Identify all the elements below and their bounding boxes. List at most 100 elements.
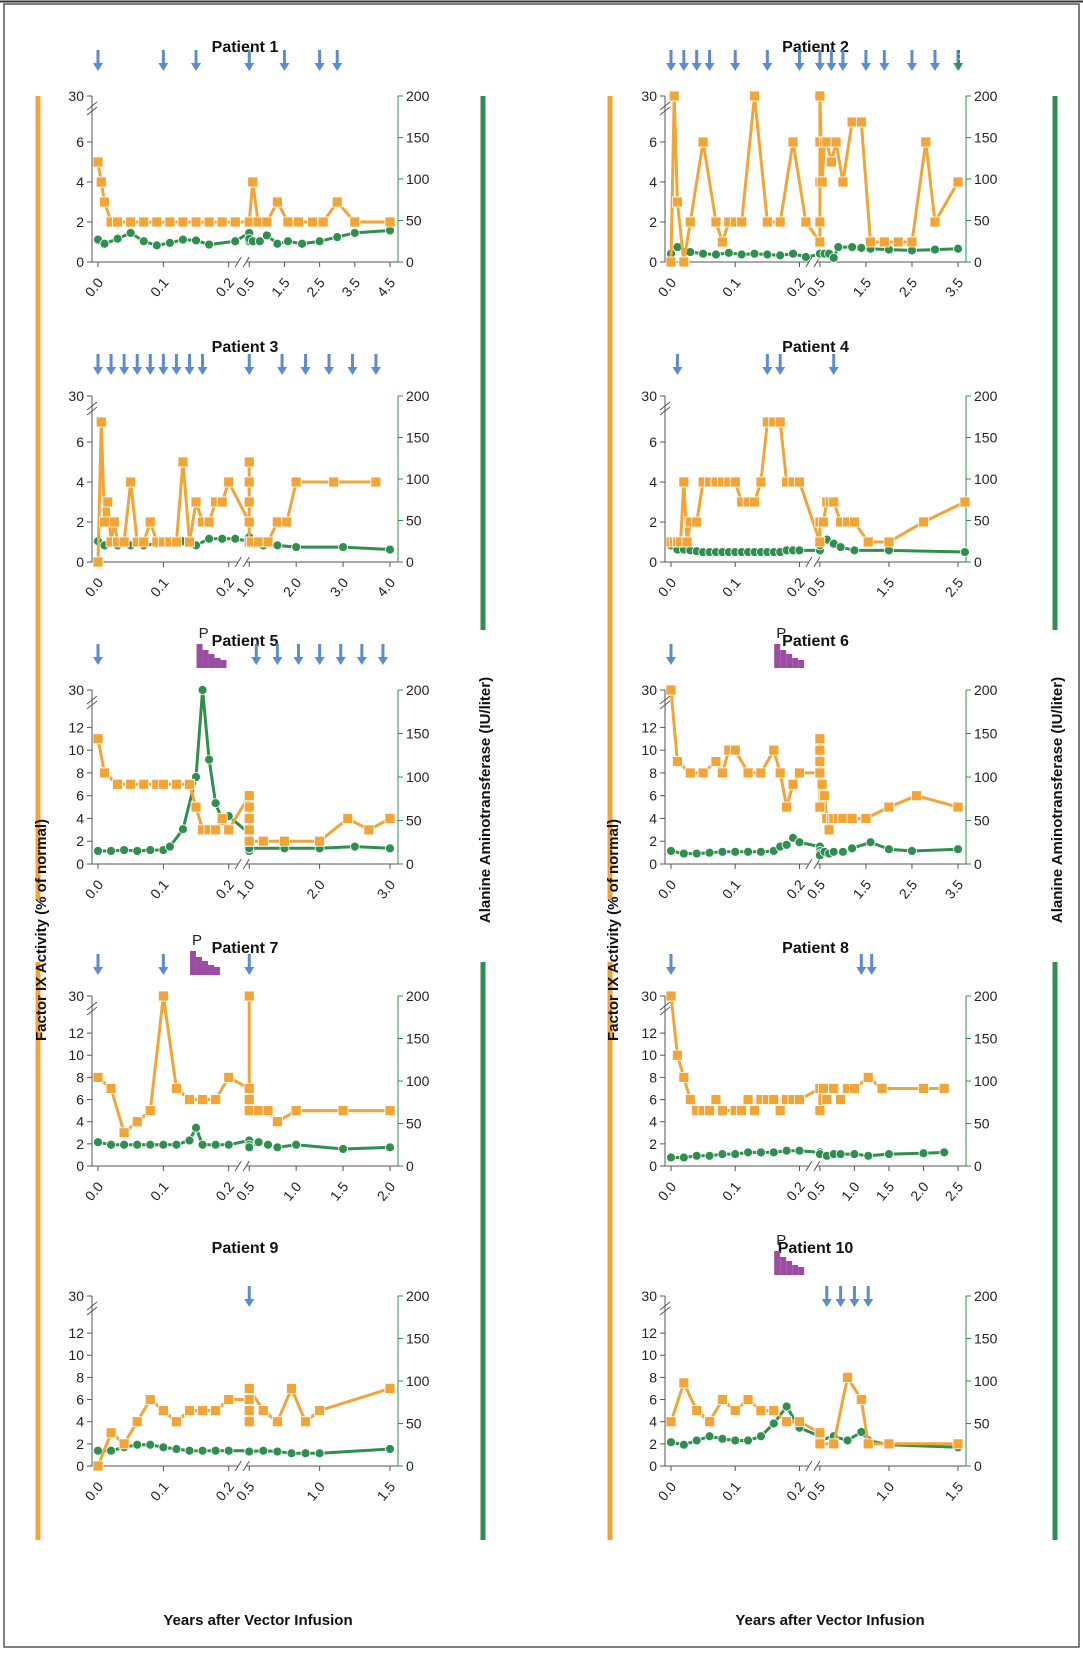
y-left-tick-label: 8 [76, 1069, 84, 1085]
y-left-tick-label: 30 [641, 682, 657, 698]
y-left-tick-label: 4 [76, 474, 84, 490]
factor-point [99, 767, 110, 779]
factor-point [781, 801, 793, 813]
x-tick-label: 0.2 [212, 574, 237, 599]
alt-point [743, 1147, 753, 1158]
alt-point [191, 1122, 201, 1133]
factor-point [842, 1371, 853, 1383]
factor-point [774, 767, 786, 779]
x-break-mark [805, 256, 813, 268]
infusion-arrow-head [106, 367, 117, 375]
infusion-arrow-head [279, 63, 290, 71]
factor-point [290, 476, 302, 488]
alt-point [283, 236, 293, 247]
x-tick-label: 0.0 [655, 1478, 680, 1503]
prednisolone-bar [208, 965, 215, 975]
y-right-tick-label: 150 [974, 1331, 998, 1347]
y-break-mark [659, 406, 671, 416]
x-tick-label: 3.5 [338, 274, 363, 299]
x-break-mark [242, 556, 250, 568]
y-right-tick-label: 0 [974, 1458, 982, 1474]
infusion-arrow-head [377, 657, 388, 665]
infusion-arrow-head [691, 63, 702, 71]
alt-point [743, 1435, 753, 1446]
y-right-tick-label: 50 [974, 213, 990, 229]
factor-point [144, 1394, 156, 1405]
alt-point [132, 1439, 143, 1450]
x-tick-label: 1.0 [233, 574, 258, 599]
infusion-arrow-head [293, 657, 304, 665]
x-tick-label: 1.5 [872, 1178, 897, 1203]
alt-point [286, 1448, 297, 1459]
y-left-tick-label: 4 [649, 1414, 657, 1430]
factor-point [716, 1105, 728, 1117]
panel-title: Patient 6 [782, 633, 849, 650]
factor-point [138, 536, 150, 548]
factor-point [814, 801, 826, 813]
x-tick-label: 1.5 [327, 1178, 352, 1203]
infusion-arrow-head [277, 367, 288, 375]
factor-point [190, 496, 202, 508]
y-left-tick-label: 2 [76, 1436, 84, 1452]
y-left-tick-label: 10 [68, 742, 84, 758]
factor-point [282, 216, 294, 228]
factor-point [363, 824, 375, 836]
y-right-tick-label: 100 [974, 769, 998, 785]
factor-point [823, 824, 835, 836]
infusion-arrow-head [314, 657, 325, 665]
x-tick-label: 0.1 [147, 1178, 172, 1203]
factor-point [835, 1094, 847, 1105]
y-left-tick-label: 0 [649, 554, 657, 570]
factor-point [814, 733, 826, 745]
alt-point [794, 837, 805, 848]
y-right-tick-label: 150 [406, 1331, 430, 1347]
factor-point [95, 176, 107, 188]
y-right-tick-label: 0 [974, 1158, 982, 1174]
factor-point [261, 216, 273, 228]
factor-point [243, 1383, 255, 1394]
factor-point [911, 790, 922, 802]
alt-point [385, 1142, 395, 1153]
factor-point [716, 767, 728, 779]
x-tick-label: 1.0 [233, 876, 258, 901]
factor-point [794, 476, 805, 488]
alt-point [261, 230, 272, 241]
factor-point [768, 1405, 780, 1417]
y-break-mark [86, 401, 98, 411]
factor-point [118, 1127, 130, 1139]
infusion-arrow-head [332, 63, 343, 71]
factor-point [243, 835, 255, 847]
y-left-tick-label: 30 [641, 388, 657, 404]
infusion-arrow-head [93, 967, 103, 975]
alt-point [291, 542, 302, 552]
alt-point [691, 848, 702, 859]
alt-point [717, 1433, 728, 1444]
prednisolone-label: P [192, 932, 202, 949]
alt-point [230, 236, 241, 247]
factor-point [691, 1405, 703, 1417]
y-left-tick-label: 4 [76, 1114, 84, 1130]
alt-point [119, 1139, 130, 1150]
x-label-right: Years after Vector Infusion [735, 1612, 924, 1629]
x-tick-label: 0.0 [82, 1178, 107, 1203]
alt-point [953, 844, 963, 855]
factor-point [729, 1405, 741, 1417]
factor-point [814, 756, 826, 767]
panel-1: Patient 1 0 2 4 6 30 0 50 100 150 200 0.0 0.1 0.20.5 1… [68, 39, 429, 300]
alt-point [794, 545, 805, 556]
alt-point [158, 1139, 169, 1150]
alt-point [253, 1137, 264, 1148]
y-right-tick-label: 150 [974, 726, 998, 742]
alt-point [756, 1147, 766, 1158]
infusion-arrow-head [171, 367, 182, 375]
y-break-mark [659, 1306, 671, 1316]
infusion-arrow-head [314, 63, 325, 71]
y-right-tick-label: 150 [974, 1031, 998, 1047]
factor-point [384, 1383, 396, 1394]
alt-point [884, 844, 894, 855]
x-break-mark [805, 556, 813, 568]
factor-point [243, 1105, 255, 1117]
y-break-mark [86, 406, 98, 416]
green-arrow-head [954, 63, 963, 70]
